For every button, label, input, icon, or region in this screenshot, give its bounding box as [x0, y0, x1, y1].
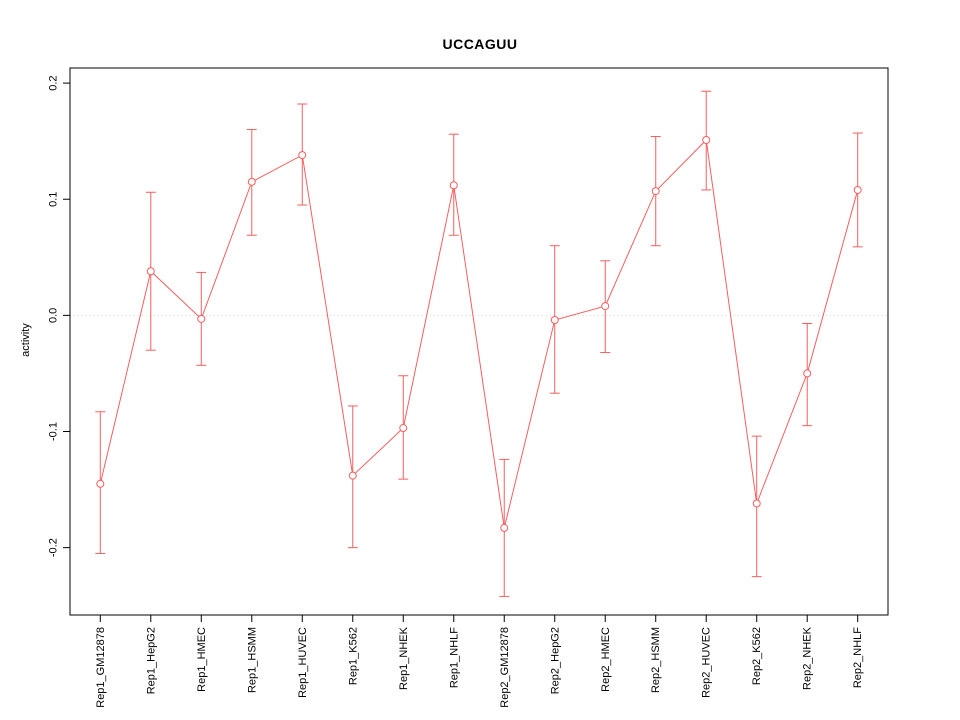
y-tick-label: 0.0 — [48, 308, 60, 323]
y-tick-label: 0.2 — [48, 75, 60, 90]
data-point — [298, 151, 307, 160]
plot-border — [69, 67, 889, 616]
x-tick-label: Rep1_GM12878 — [95, 627, 107, 708]
data-point — [752, 499, 761, 508]
data-point — [399, 424, 408, 433]
x-tick-label: Rep2_HMEC — [600, 627, 612, 692]
x-tick-label: Rep2_HSMM — [650, 627, 662, 693]
x-tick-label: Rep1_NHLF — [448, 627, 460, 688]
x-tick-label: Rep2_K562 — [751, 627, 763, 685]
data-point — [651, 187, 660, 196]
x-tick-label: Rep2_GM12878 — [499, 627, 511, 708]
x-tick-label: Rep2_HUVEC — [701, 627, 713, 698]
y-tick-label: -0.2 — [48, 538, 60, 557]
x-tick-label: Rep2_NHLF — [852, 627, 864, 688]
data-point — [247, 177, 256, 186]
y-tick-label: 0.1 — [48, 192, 60, 207]
data-point — [96, 479, 105, 488]
x-tick-label: Rep2_HepG2 — [549, 627, 561, 694]
data-point — [500, 523, 509, 532]
series-line — [99, 138, 859, 529]
x-tick-label: Rep1_HUVEC — [297, 627, 309, 698]
data-point — [449, 181, 458, 190]
x-tick-label: Rep1_HSMM — [246, 627, 258, 693]
data-point — [146, 267, 155, 276]
data-point — [853, 185, 862, 194]
data-point — [803, 369, 812, 378]
data-point — [348, 471, 357, 480]
chart-title: UCCAGUU — [442, 36, 518, 52]
x-tick-label: Rep2_NHEK — [802, 626, 814, 690]
data-point — [197, 314, 206, 323]
data-point — [601, 302, 610, 311]
data-point — [702, 136, 711, 145]
data-point — [550, 316, 559, 325]
y-tick-label: -0.1 — [48, 422, 60, 441]
x-tick-label: Rep1_HepG2 — [145, 627, 157, 694]
x-tick-label: Rep1_K562 — [347, 627, 359, 685]
x-tick-label: Rep1_NHEK — [398, 626, 410, 690]
x-tick-label: Rep1_HMEC — [196, 627, 208, 692]
